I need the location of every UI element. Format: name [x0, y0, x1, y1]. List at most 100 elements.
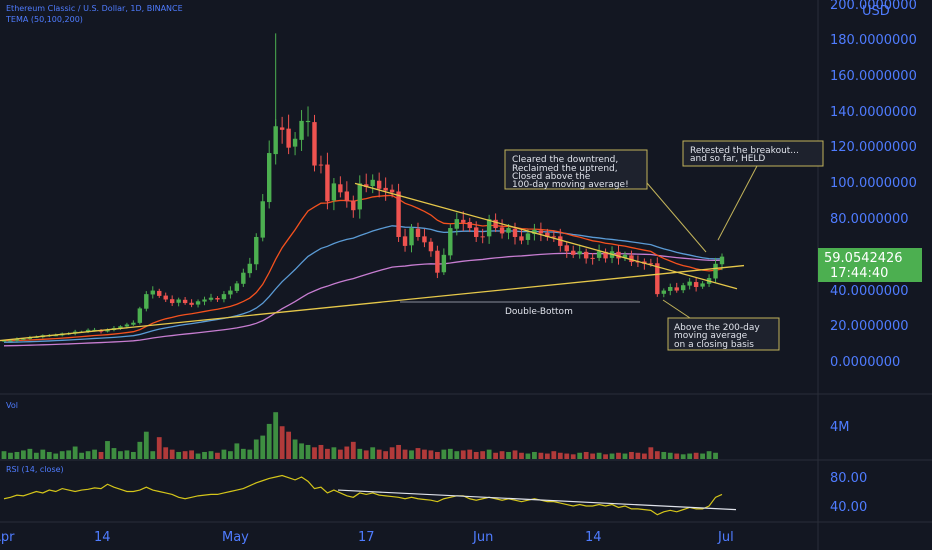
- candle-body: [176, 299, 181, 303]
- candle-body: [228, 290, 233, 295]
- annotation-line: 100-day moving average!: [512, 180, 629, 190]
- candle-body: [571, 250, 576, 255]
- candle-body: [85, 329, 91, 332]
- candle-body: [687, 281, 692, 286]
- candle-body: [215, 298, 220, 300]
- candle-body: [564, 245, 569, 252]
- candle-body: [1, 340, 7, 342]
- annotation-line: and so far, HELD: [690, 154, 765, 164]
- time-axis[interactable]: Apr 14 May 17 Jun 14 Jul: [0, 530, 734, 545]
- trendlines: [0, 182, 745, 342]
- annotation-ma200[interactable]: Above the 200-day moving average on a cl…: [662, 299, 780, 351]
- candle-body: [415, 228, 421, 237]
- volume-bar: [150, 451, 156, 459]
- price-tick: 80.0000000: [830, 212, 909, 227]
- countdown: 17:44:40: [830, 266, 888, 281]
- annotation-double-bottom[interactable]: Double-Bottom: [400, 301, 640, 317]
- price-tick: 200.0000000: [830, 0, 917, 13]
- volume-bar: [499, 451, 505, 459]
- volume-bar: [596, 452, 602, 459]
- time-tick: Apr: [0, 530, 15, 545]
- candle-body: [344, 191, 350, 202]
- volume-bar: [635, 452, 641, 459]
- candle-body: [629, 255, 634, 262]
- price-tick: 120.0000000: [830, 140, 917, 155]
- annotation-downtrend[interactable]: Cleared the downtrend, Reclaimed the upt…: [504, 149, 707, 253]
- volume-bar: [629, 451, 634, 459]
- volume-bar: [680, 454, 686, 459]
- volume-bar: [169, 449, 175, 459]
- volume-bar: [266, 423, 272, 459]
- volume-label: Vol: [6, 401, 18, 410]
- price-tick: 180.0000000: [830, 33, 917, 48]
- volume-bar: [72, 446, 78, 459]
- volume-bar: [577, 452, 583, 459]
- candle-body: [668, 286, 673, 291]
- volume-bar: [454, 451, 460, 459]
- candle-body: [305, 120, 311, 123]
- volume-bar: [318, 444, 324, 459]
- volume-bar: [661, 451, 667, 459]
- price-axis[interactable]: 0.0000000 20.0000000 40.0000000 80.00000…: [830, 0, 917, 370]
- candle-body: [376, 180, 382, 189]
- candle-body: [545, 232, 550, 237]
- volume-bar: [215, 452, 220, 459]
- uptrend-line: [0, 264, 745, 342]
- annotation-label: Double-Bottom: [505, 307, 573, 317]
- candle-body: [267, 153, 272, 203]
- volume-bar: [98, 451, 104, 459]
- volume-bar: [538, 452, 544, 459]
- candle-body: [299, 120, 304, 140]
- moving-averages: [3, 194, 723, 347]
- candle-body: [486, 219, 492, 237]
- candle-body: [499, 227, 505, 234]
- candle-body: [680, 285, 686, 291]
- annotation-line: Reclaimed the uptrend,: [512, 164, 618, 174]
- volume-bar: [337, 449, 343, 459]
- current-price-tag: 59.0542426 17:44:40: [818, 248, 922, 282]
- volume-bar: [208, 451, 214, 459]
- candle-body: [713, 263, 718, 279]
- indicator-label: TEMA (50,100,200): [5, 15, 83, 24]
- price-tick: 20.0000000: [830, 319, 909, 334]
- volume-bar: [66, 450, 72, 459]
- volume-bar: [376, 449, 382, 459]
- time-tick: May: [222, 530, 249, 545]
- time-tick: 14: [585, 530, 602, 545]
- volume-bar: [156, 437, 162, 459]
- candle-body: [208, 297, 214, 300]
- candle-body: [700, 283, 705, 287]
- annotation-line: Cleared the downtrend,: [512, 155, 618, 165]
- candle-body: [318, 164, 324, 166]
- candle-body: [338, 184, 343, 193]
- volume-bar: [654, 451, 660, 459]
- current-price: 59.0542426: [824, 251, 903, 266]
- volume-bar: [253, 439, 259, 459]
- candle-body: [480, 236, 485, 238]
- volume-bar: [693, 452, 699, 459]
- volume-bar: [506, 451, 511, 459]
- annotation-line: Retested the breakout...: [690, 146, 799, 156]
- volume-bar: [8, 452, 13, 459]
- candle-body: [506, 228, 511, 233]
- candle-body: [124, 324, 130, 327]
- candle-body: [396, 191, 401, 237]
- volume-bar: [447, 448, 453, 459]
- volume-bar: [434, 451, 440, 459]
- annotation-line: Above the 200-day: [674, 323, 760, 333]
- candle-body: [519, 236, 524, 241]
- rsi-label: RSI (14, close): [6, 465, 64, 474]
- candle-body: [234, 283, 240, 291]
- volume-bar: [616, 452, 621, 459]
- volume-bar: [273, 412, 279, 459]
- candle-body: [558, 236, 563, 246]
- volume-bar: [493, 452, 499, 459]
- annotation-retest[interactable]: Retested the breakout... and so far, HEL…: [682, 140, 824, 241]
- candle-body: [454, 219, 459, 229]
- candle-body: [435, 250, 440, 273]
- time-tick: Jul: [717, 530, 734, 545]
- candle-body: [596, 251, 602, 258]
- volume-bar: [422, 449, 427, 459]
